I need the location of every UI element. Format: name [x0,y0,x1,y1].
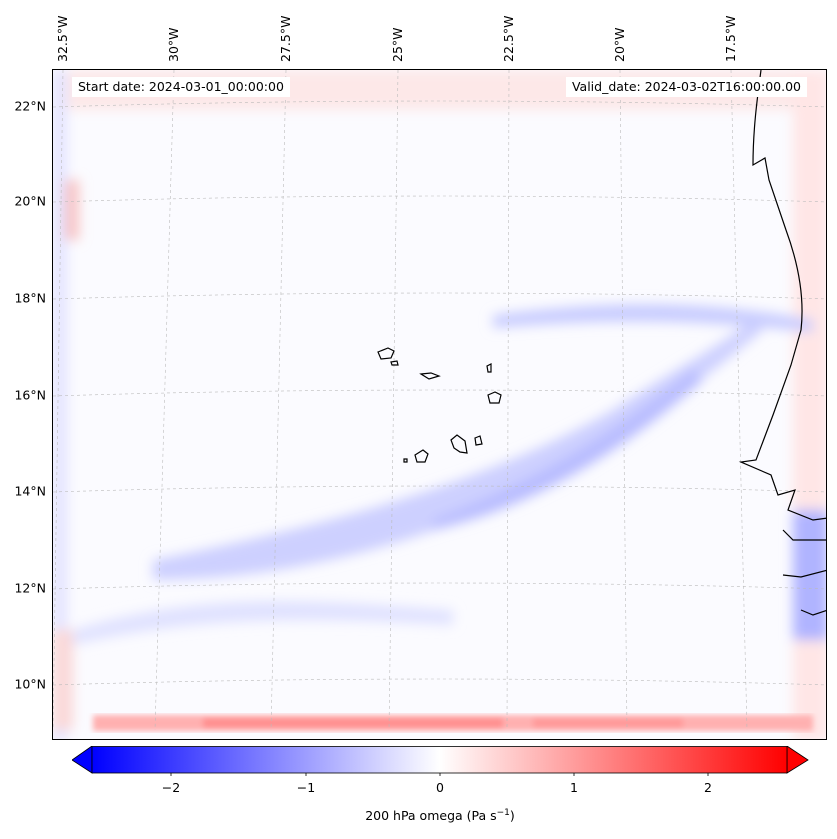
omega-field [53,70,826,739]
lat-label: 16°N [14,387,46,403]
lon-label: 30°W [166,27,181,62]
colorbar-max-extend [786,746,809,774]
colorbar-label-text: 200 hPa omega (Pa s [365,808,497,824]
lat-label: 18°N [14,290,46,306]
colorbar-tick: −1 [296,780,316,795]
valid-date: Valid_date: 2024-03-02T16:00:00.00 [565,77,807,97]
colorbar [72,746,809,776]
lon-label: 25°W [390,27,405,62]
colorbar-label-exponent: −1 [496,808,510,818]
lon-label: 17.5°W [723,15,738,62]
omega-map[interactable] [52,69,827,740]
lon-label: 20°W [612,27,627,62]
colorbar-tick: 0 [436,780,444,795]
colorbar-gradient [91,746,788,774]
lat-label: 22°N [14,98,46,114]
graticule [53,70,826,731]
colorbar-tick: 1 [570,780,578,795]
lon-label: 32.5°W [55,15,70,62]
lat-label: 12°N [14,580,46,596]
omega-shading [53,70,826,739]
lat-label: 14°N [14,483,46,499]
lon-label: 27.5°W [278,15,293,62]
colorbar-min-extend [72,746,93,774]
coastline [377,70,826,616]
lon-label: 22.5°W [501,15,516,62]
start-date: Start date: 2024-03-01_00:00:00 [72,77,290,97]
lat-label: 10°N [14,676,46,692]
lat-label: 20°N [14,193,46,209]
colorbar-tick: −2 [161,780,181,795]
colorbar-tick: 2 [704,780,712,795]
colorbar-label-end: ) [509,808,515,824]
colorbar-label: 200 hPa omega (Pa s−1) [365,808,515,823]
